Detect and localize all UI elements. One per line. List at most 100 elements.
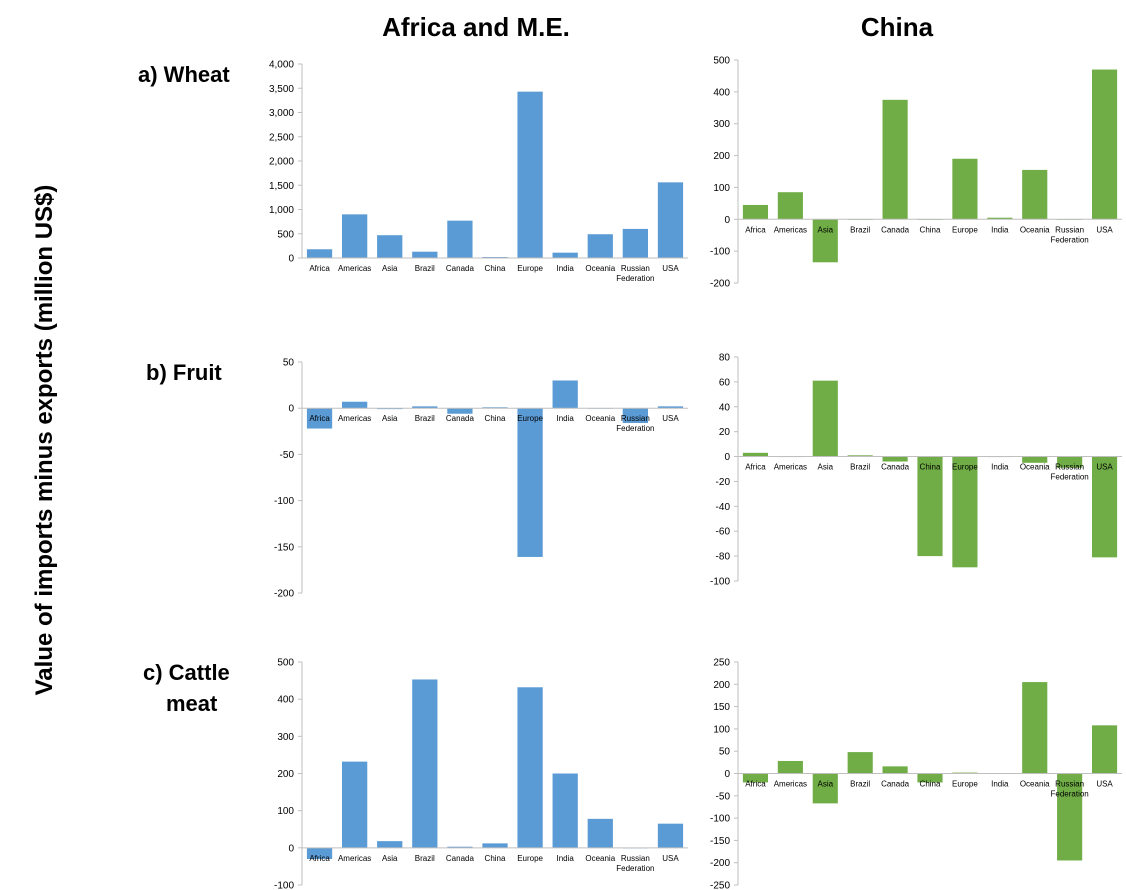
category-label: Brazil — [415, 414, 435, 423]
bar — [882, 456, 908, 462]
category-label: USA — [1096, 225, 1113, 234]
category-label: Brazil — [415, 854, 435, 863]
y-tick-label: -100 — [710, 814, 730, 825]
y-tick-label: 200 — [713, 151, 730, 162]
category-label: Africa — [745, 463, 766, 472]
category-label: Canada — [446, 854, 475, 863]
category-label: Americas — [774, 463, 807, 472]
category-label: India — [991, 780, 1009, 789]
bar — [882, 766, 908, 774]
category-label: India — [991, 225, 1009, 234]
y-tick-label: 100 — [713, 724, 730, 735]
category-label: India — [991, 463, 1009, 472]
bar — [952, 158, 978, 220]
bar — [987, 217, 1013, 220]
bar — [1057, 456, 1083, 468]
category-label: USA — [662, 414, 679, 423]
bar — [412, 251, 438, 258]
bar — [377, 841, 403, 848]
category-label: Canada — [446, 264, 475, 273]
bar — [777, 192, 803, 220]
y-tick-label: 500 — [713, 56, 730, 67]
category-label: Europe — [952, 225, 978, 234]
bar — [306, 847, 333, 859]
bar — [447, 408, 473, 414]
bar — [742, 452, 769, 457]
category-label: USA — [662, 264, 679, 273]
row-title-fruit: b) Fruit — [146, 360, 222, 385]
category-label: Asia — [817, 780, 833, 789]
y-tick-label: 20 — [719, 427, 731, 438]
y-tick-label: -80 — [716, 552, 731, 563]
bar — [306, 249, 333, 258]
bar — [306, 408, 333, 429]
y-tick-label: 500 — [277, 658, 294, 669]
category-label: China — [920, 463, 941, 472]
chart-china-fruit: -100 -80 -60 -40 -20 0 20 40 60 80 Africa Americas A… — [710, 353, 1122, 588]
category-label: Russian Federation — [616, 414, 654, 433]
bar — [882, 99, 908, 220]
category-label: Europe — [952, 780, 978, 789]
bar — [447, 846, 473, 848]
chart-africa-wheat: 0 500 1,000 1,500 2,000 2,500 3,000 3,500 4,000 A… — [269, 60, 688, 283]
category-label: Africa — [745, 780, 766, 789]
category-label: Americas — [338, 414, 371, 423]
y-tick-label: 0 — [724, 769, 730, 780]
bar — [517, 408, 543, 557]
y-tick-label: -200 — [274, 589, 294, 600]
y-tick-label: 250 — [713, 658, 730, 669]
y-tick-label: 100 — [713, 183, 730, 194]
y-tick-label: -200 — [710, 279, 730, 290]
category-label: Oceania — [1020, 780, 1050, 789]
bar — [412, 679, 438, 848]
y-tick-label: 400 — [713, 87, 730, 98]
category-label: USA — [1096, 463, 1113, 472]
category-label: Oceania — [585, 264, 615, 273]
bar — [812, 219, 838, 263]
category-label: USA — [1096, 780, 1113, 789]
bar — [517, 687, 543, 848]
bar — [657, 406, 684, 409]
bar — [1022, 682, 1048, 774]
category-label: Canada — [881, 225, 910, 234]
bar — [917, 773, 943, 783]
category-label: Europe — [517, 414, 543, 423]
y-tick-label: -100 — [710, 247, 730, 258]
chart-africa-fruit: -200 -150 -100 -50 0 50 Africa Americas Asia Braz… — [274, 358, 688, 600]
y-tick-label: 80 — [719, 353, 731, 364]
y-tick-label: 200 — [713, 680, 730, 691]
bar — [1091, 725, 1118, 774]
category-label: Brazil — [850, 780, 870, 789]
bar — [1022, 169, 1048, 220]
column-title-africa: Africa and M.E. — [382, 12, 570, 42]
category-label: China — [920, 225, 941, 234]
category-label: Americas — [774, 225, 807, 234]
category-label: Europe — [517, 264, 543, 273]
category-label: India — [557, 854, 575, 863]
bar — [742, 773, 769, 783]
category-label: Canada — [446, 414, 475, 423]
bar — [622, 408, 648, 423]
y-tick-label: -60 — [716, 527, 731, 538]
category-label: Oceania — [585, 414, 615, 423]
bar — [657, 823, 684, 848]
y-tick-label: 50 — [283, 358, 295, 369]
y-axis-title: Value of imports minus exports (million … — [31, 185, 58, 696]
bar — [847, 752, 873, 774]
y-tick-label: 3,000 — [269, 108, 294, 119]
bar — [587, 818, 613, 848]
y-tick-label: 0 — [724, 215, 730, 226]
category-label: Oceania — [1020, 463, 1050, 472]
bar — [447, 220, 473, 258]
y-tick-label: 400 — [277, 695, 294, 706]
bar — [812, 773, 838, 804]
row-title-wheat: a) Wheat — [138, 62, 230, 87]
category-label: Americas — [338, 264, 371, 273]
y-tick-label: -200 — [710, 858, 730, 869]
category-label: Europe — [517, 854, 543, 863]
bar — [342, 761, 368, 848]
category-label: Russian Federation — [616, 264, 654, 283]
y-tick-label: 0 — [288, 404, 294, 415]
bar — [952, 456, 978, 568]
y-tick-label: -50 — [716, 791, 731, 802]
